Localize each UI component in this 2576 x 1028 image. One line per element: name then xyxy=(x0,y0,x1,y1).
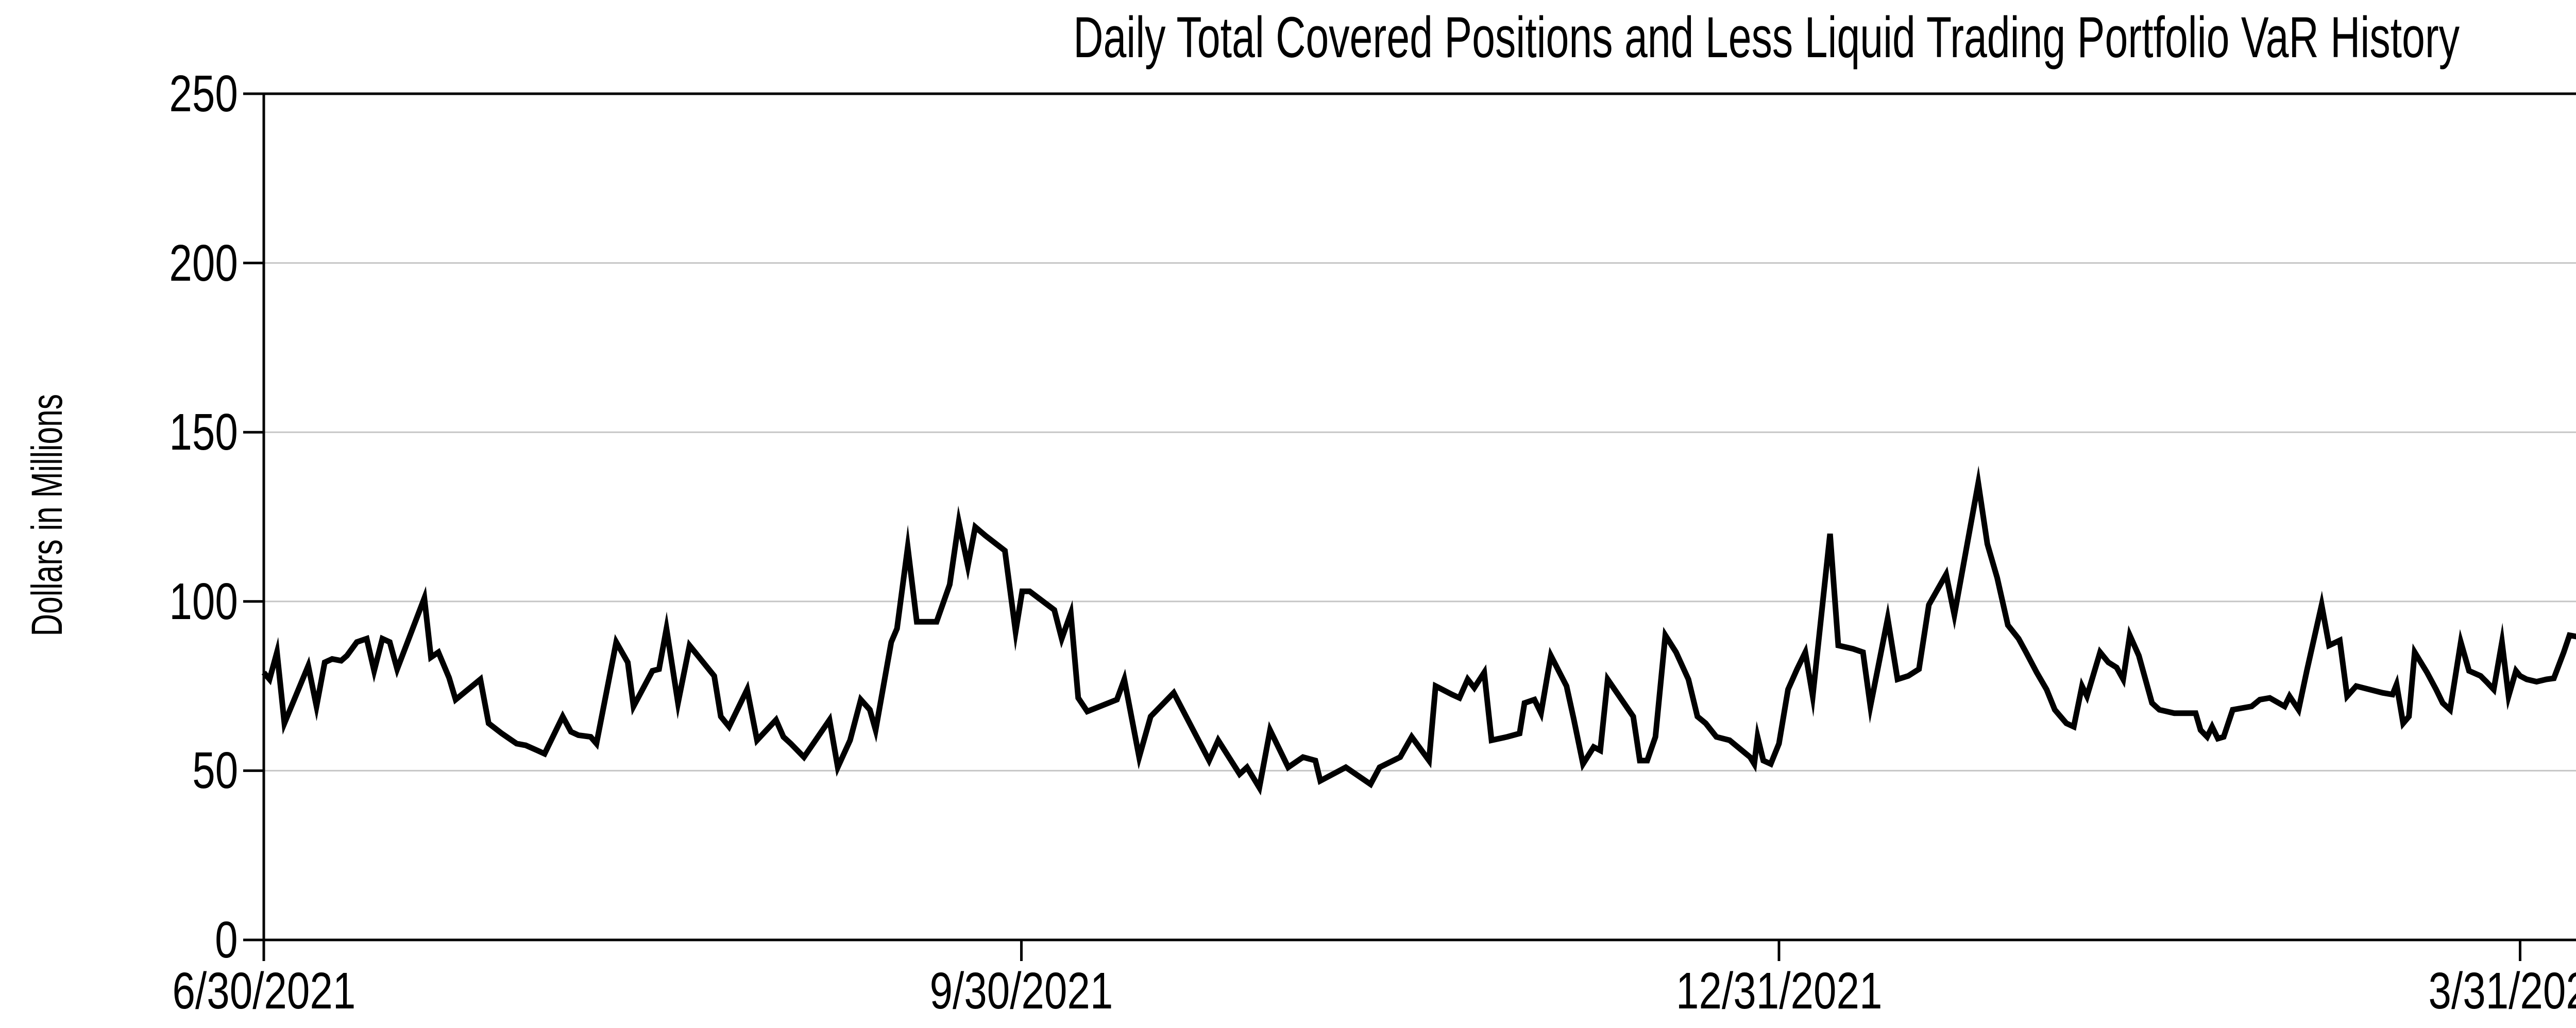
y-tick-label-text: 100 xyxy=(169,572,238,630)
var-line-series xyxy=(261,465,2576,796)
gridlines xyxy=(264,262,2576,772)
x-tick-label-12-31-2021: 12/31/2021 xyxy=(1599,964,1959,1018)
axis-ticks xyxy=(243,92,2521,961)
plot-border xyxy=(262,92,2576,941)
y-tick-label-text: 150 xyxy=(169,403,238,461)
y-tick-label-100: 100 xyxy=(0,576,238,627)
y-tick-label-50: 50 xyxy=(0,745,238,796)
x-tick-label-9-30-2021: 9/30/2021 xyxy=(841,964,1201,1018)
y-tick-label-150: 150 xyxy=(0,406,238,458)
y-tick-label-200: 200 xyxy=(0,237,238,289)
y-tick-label-text: 0 xyxy=(215,911,239,969)
y-tick-label-text: 200 xyxy=(169,234,238,292)
chart-title-text: Daily Total Covered Positions and Less L… xyxy=(1073,5,2460,70)
x-tick-label-3-31-2022: 3/31/2022 xyxy=(2340,964,2576,1018)
y-tick-label-text: 250 xyxy=(169,65,238,123)
x-tick-label-text: 3/31/2022 xyxy=(2428,962,2576,1020)
x-tick-label-text: 9/30/2021 xyxy=(929,962,1113,1020)
y-axis-title: Dollars in Millions xyxy=(21,77,73,953)
y-tick-label-text: 50 xyxy=(192,742,238,800)
x-tick-label-text: 12/31/2021 xyxy=(1675,962,1883,1020)
x-tick-label-text: 6/30/2021 xyxy=(172,962,355,1020)
x-tick-label-6-30-2021: 6/30/2021 xyxy=(83,964,444,1018)
chart-title: Daily Total Covered Positions and Less L… xyxy=(264,7,2576,68)
y-tick-label-0: 0 xyxy=(0,911,239,969)
y-tick-label-250: 250 xyxy=(0,68,238,119)
